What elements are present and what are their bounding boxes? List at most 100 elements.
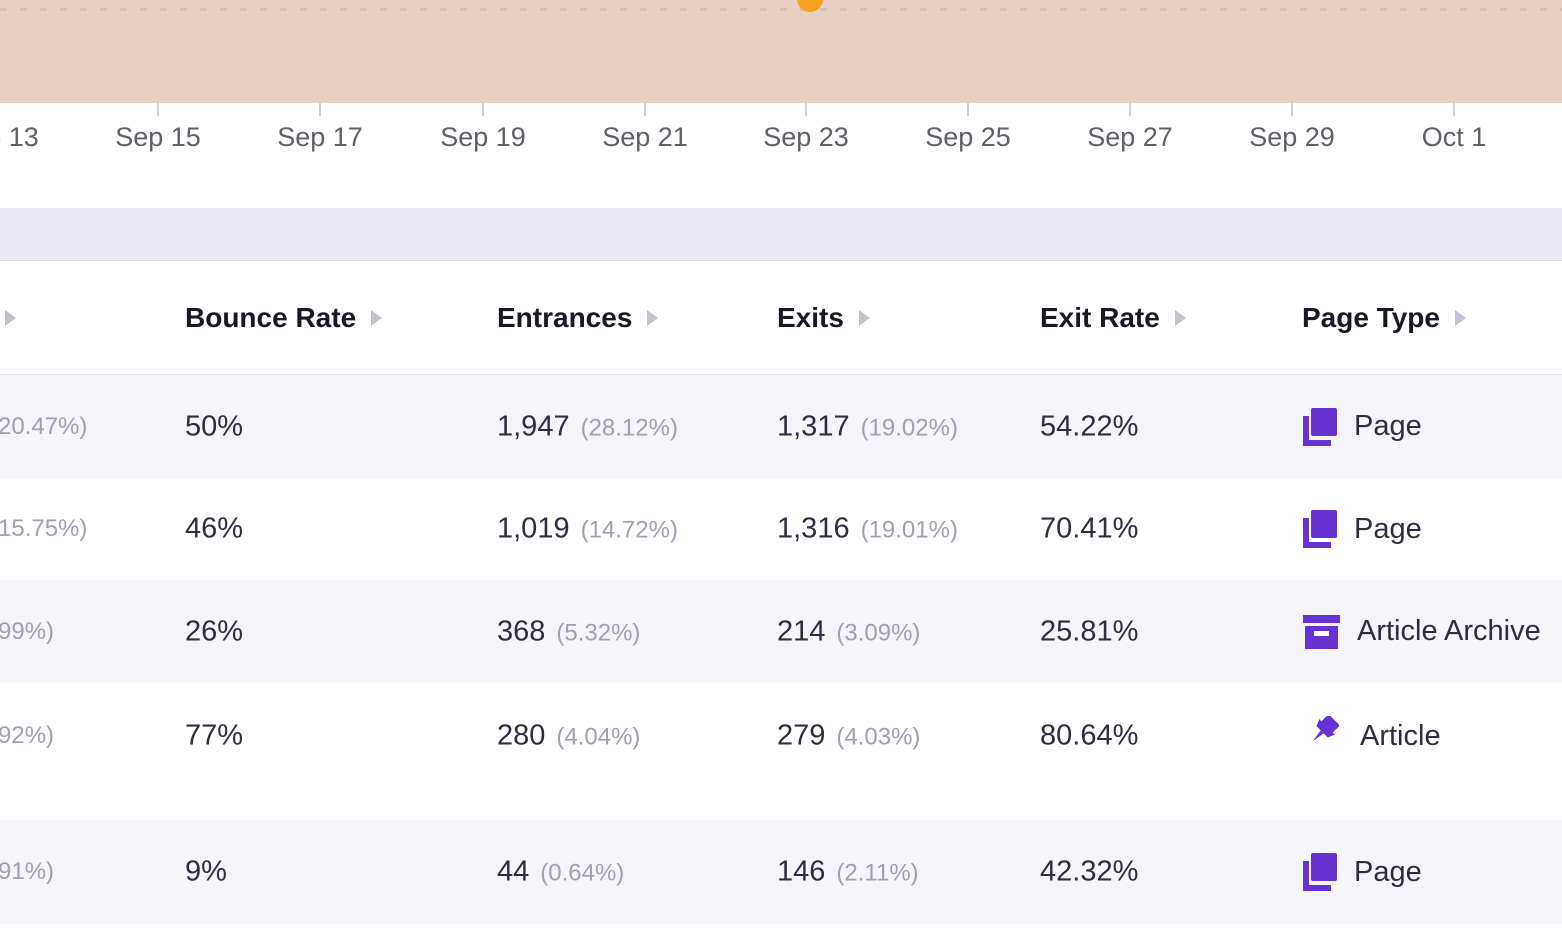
column-header-label: Page Type <box>1302 301 1440 333</box>
sort-caret-icon <box>371 309 383 326</box>
exits-cell: 146 (2.11%) <box>777 856 919 889</box>
exit-rate-cell: 42.32% <box>1040 855 1139 888</box>
table-row[interactable]: 91%) 9% 44 (0.64%) 146 (2.11%) 42.32% Pa… <box>0 820 1562 924</box>
column-header-exits[interactable]: Exits <box>777 302 870 334</box>
x-axis-label: Sep 21 <box>602 122 688 152</box>
exits-share: (3.09%) <box>836 619 921 646</box>
pages-icon <box>1303 510 1337 548</box>
exit-rate-cell: 54.22% <box>1040 410 1139 442</box>
axis-tick <box>319 103 321 116</box>
exits-value: 279 <box>777 719 826 752</box>
bounce-rate-cell: 50% <box>185 410 244 442</box>
exits-cell: 279 (4.03%) <box>777 720 920 753</box>
exits-share: (19.02%) <box>860 414 958 441</box>
exits-value: 146 <box>777 855 826 888</box>
entrances-value: 280 <box>497 719 546 752</box>
page-type-cell: Article <box>1303 716 1441 756</box>
entrances-share: (4.04%) <box>556 723 641 751</box>
archive-icon <box>1303 614 1340 649</box>
exits-share: (4.03%) <box>836 723 921 751</box>
x-axis-label: Sep 15 <box>115 122 201 152</box>
cropped-first-column-cell: 15.75%) <box>0 515 88 542</box>
page-type-label: Page <box>1354 855 1422 888</box>
page-type-cell: Article Archive <box>1303 614 1541 649</box>
bounce-rate-cell: 9% <box>185 855 227 888</box>
axis-tick <box>157 103 159 116</box>
entrances-share: (0.64%) <box>540 859 625 887</box>
exit-rate-cell: 80.64% <box>1040 719 1139 752</box>
table-row[interactable]: 92%) 77% 280 (4.04%) 279 (4.03%) 80.64% … <box>0 683 1562 820</box>
data-point-marker[interactable] <box>797 0 823 12</box>
cropped-first-column-cell: 20.47%) <box>0 412 88 440</box>
column-header-label: Exits <box>777 301 844 333</box>
axis-tick <box>967 103 969 116</box>
bounce-rate-cell: 26% <box>185 615 244 647</box>
entrances-cell: 1,947 (28.12%) <box>497 410 678 443</box>
column-header-page-type[interactable]: Page Type <box>1302 302 1466 334</box>
x-axis-label: Sep 29 <box>1249 122 1335 152</box>
sort-caret-icon <box>5 309 16 326</box>
entrances-value: 1,019 <box>497 512 570 545</box>
section-separator-band <box>0 208 1562 261</box>
entrances-value: 1,947 <box>497 410 570 442</box>
column-header-cropped[interactable] <box>5 309 16 326</box>
axis-tick <box>1129 103 1131 116</box>
sort-caret-icon <box>1174 309 1186 326</box>
entrances-cell: 44 (0.64%) <box>497 856 624 889</box>
table-row[interactable]: 99%) 26% 368 (5.32%) 214 (3.09%) 25.81% … <box>0 580 1562 683</box>
table-row[interactable]: 20.47%) 50% 1,947 (28.12%) 1,317 (19.02%… <box>0 375 1562 478</box>
column-header-exit-rate[interactable]: Exit Rate <box>1040 302 1186 334</box>
bounce-rate-cell: 46% <box>185 512 244 545</box>
dotted-gridline <box>0 8 1562 11</box>
entrances-value: 44 <box>497 855 530 888</box>
exits-value: 214 <box>777 615 826 647</box>
x-axis-label: Sep 17 <box>277 122 363 152</box>
x-axis-label: Oct 1 <box>1421 122 1487 152</box>
entrances-cell: 1,019 (14.72%) <box>497 513 678 546</box>
exits-cell: 214 (3.09%) <box>777 615 920 648</box>
entrances-share: (14.72%) <box>580 516 678 544</box>
axis-tick <box>805 103 807 116</box>
page-type-label: Page <box>1354 410 1422 442</box>
sort-caret-icon <box>858 309 870 326</box>
entrances-value: 368 <box>497 615 546 647</box>
sort-caret-icon <box>647 309 659 326</box>
column-header-label: Entrances <box>497 301 633 333</box>
page-type-label: Article <box>1360 719 1441 752</box>
axis-tick <box>644 103 646 116</box>
axis-tick <box>482 103 484 116</box>
x-axis-label: Sep 25 <box>925 122 1011 152</box>
axis-tick <box>1291 103 1293 116</box>
bounce-rate-cell: 77% <box>185 719 244 752</box>
exits-value: 1,317 <box>777 410 850 442</box>
pushpin-icon <box>1312 716 1340 742</box>
page-type-cell: Page <box>1303 510 1422 548</box>
page-type-label: Article Archive <box>1357 615 1541 647</box>
page-type-label: Page <box>1354 512 1422 545</box>
exits-cell: 1,317 (19.02%) <box>777 410 958 443</box>
table-row[interactable]: 15.75%) 46% 1,019 (14.72%) 1,316 (19.01%… <box>0 478 1562 580</box>
cropped-first-column-cell: 91%) <box>0 858 55 885</box>
table-header-row: Bounce Rate Entrances Exits Exit Rate Pa… <box>0 261 1562 375</box>
x-axis-label: Sep 13 <box>0 122 39 152</box>
x-axis-label: Sep 19 <box>440 122 526 152</box>
x-axis-label: Sep 27 <box>1087 122 1173 152</box>
entrances-cell: 280 (4.04%) <box>497 720 640 753</box>
entrances-cell: 368 (5.32%) <box>497 615 640 648</box>
pages-icon <box>1303 407 1337 446</box>
column-header-label: Bounce Rate <box>185 301 357 333</box>
cropped-first-column-cell: 99%) <box>0 617 55 645</box>
column-header-bounce-rate[interactable]: Bounce Rate <box>185 301 383 334</box>
exits-cell: 1,316 (19.01%) <box>777 513 958 546</box>
page-type-cell: Page <box>1303 407 1422 446</box>
page-type-cell: Page <box>1303 853 1422 891</box>
exits-share: (2.11%) <box>836 859 919 887</box>
cropped-first-column-cell: 92%) <box>0 722 55 749</box>
pages-icon <box>1303 853 1337 891</box>
exit-rate-cell: 70.41% <box>1040 512 1139 545</box>
area-chart-plot[interactable] <box>0 0 1562 103</box>
column-header-entrances[interactable]: Entrances <box>497 301 659 334</box>
sort-caret-icon <box>1454 309 1466 326</box>
exits-value: 1,316 <box>777 512 850 545</box>
